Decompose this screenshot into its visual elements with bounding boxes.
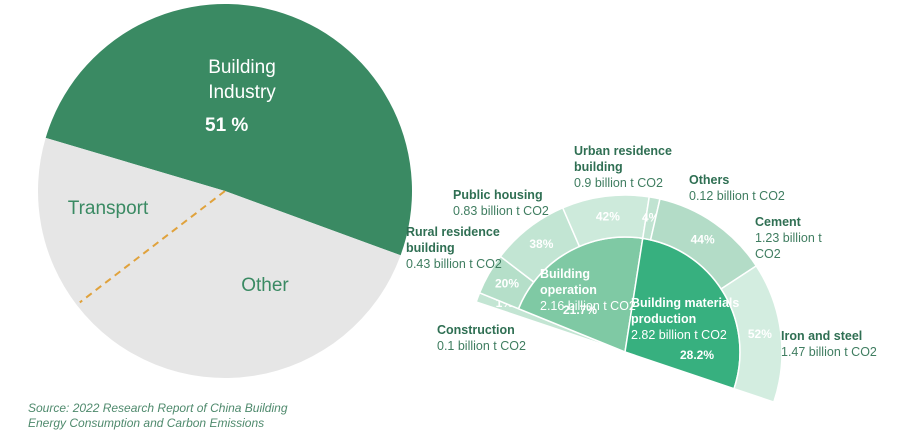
pie-label: Transport — [68, 198, 149, 219]
label-name: Building operation — [540, 267, 597, 297]
pie-label-line: Building — [208, 57, 276, 78]
outer-label: Rural residence building 0.43 billion t C… — [406, 224, 511, 272]
segment-pct: 42% — [596, 209, 620, 223]
pie-label: Other — [241, 275, 289, 296]
outer-label: Urban residence building 0.9 billion t CO… — [574, 143, 689, 191]
inner-label: Building materials production 2.82 billio… — [631, 295, 743, 343]
pie-slice — [76, 191, 401, 378]
label-name: Iron and steel — [781, 329, 863, 343]
source-note: Source: 2022 Research Report of China Bu… — [28, 401, 288, 430]
pie-label: Building Industry — [208, 57, 276, 103]
segment-pct: 20% — [495, 277, 519, 291]
label-detail: 2.82 billion t CO2 — [631, 328, 727, 342]
outer-label: Others 0.12 billion t CO2 — [689, 172, 819, 204]
label-detail: 2.16 billion t CO2 — [540, 299, 636, 313]
pie-slice — [45, 3, 413, 256]
label-detail: 0.83 billion t CO2 — [453, 204, 549, 218]
outer-label: Iron and steel 1.47 billion t CO2 — [781, 328, 901, 360]
label-detail: 0.1 billion t CO2 — [437, 339, 526, 353]
outer-label: Public housing 0.83 billion t CO2 — [453, 187, 583, 219]
label-detail: 1.47 billion t CO2 — [781, 345, 877, 359]
segment-pct: 44% — [691, 233, 715, 247]
label-detail: 0.9 billion t CO2 — [574, 176, 663, 190]
label-detail: 0.12 billion t CO2 — [689, 189, 785, 203]
pie-label-line: Industry — [208, 82, 276, 103]
pie-slice — [37, 137, 225, 305]
outer-segment — [720, 264, 783, 404]
label-name: Building materials production — [631, 296, 740, 326]
outer-label: Cement 1.23 billion t CO2 — [755, 214, 825, 262]
segment-pct: 38% — [529, 237, 553, 251]
outer-label: Construction 0.1 billion t CO2 — [437, 322, 577, 354]
label-detail: 1.23 billion t CO2 — [755, 231, 822, 261]
label-name: Others — [689, 173, 730, 187]
label-name: Rural residence building — [406, 225, 500, 255]
segment-pct: 52% — [748, 327, 772, 341]
label-name: Public housing — [453, 188, 543, 202]
inner-label: Building operation 2.16 billion t CO2 — [540, 266, 650, 314]
label-name: Urban residence building — [574, 144, 672, 174]
segment-pct: 21.7% — [563, 303, 597, 317]
label-detail: 0.43 billion t CO2 — [406, 257, 502, 271]
segment-pct: 28.2% — [680, 348, 714, 362]
slice-divider — [79, 190, 226, 304]
pie-value-label: 51 % — [205, 115, 248, 136]
label-name: Construction — [437, 323, 515, 337]
label-name: Cement — [755, 215, 801, 229]
